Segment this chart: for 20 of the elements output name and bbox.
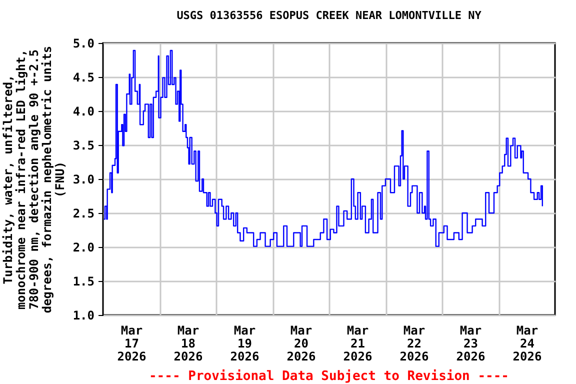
- x-tick-label: Mar 18 2026: [174, 324, 203, 364]
- x-tick-label: Mar 24 2026: [512, 324, 542, 364]
- chart-title: USGS 01363556 ESOPUS CREEK NEAR LOMONTVILLE NY: [176, 9, 482, 22]
- y-tick-label: 5.0: [72, 36, 94, 50]
- x-tick-label: Mar 21 2026: [343, 324, 372, 364]
- x-tick-label: Mar 17 2026: [117, 324, 146, 364]
- y-tick-label: 3.0: [72, 172, 94, 186]
- text: ---- Provisional Data Subject to Revision ----: [148, 369, 510, 384]
- y-axis-title: Turbidity, water, unfiltered, monochrome near infra-red LED light, 780-900 nm, detection angle 90 +-2.5 degrees, formazin nephelometric units (FNU): [0, 46, 67, 314]
- y-tick-label: 2.0: [72, 240, 94, 254]
- x-tick-label: Mar 22 2026: [400, 324, 429, 364]
- y-tick-label: 4.5: [72, 70, 94, 84]
- y-tick-label: 3.5: [72, 138, 94, 152]
- y-tick-label: 1.0: [72, 308, 94, 322]
- y-tick-label: 1.5: [72, 274, 94, 288]
- x-tick-label: Mar 20 2026: [286, 324, 316, 364]
- x-tick-label: Mar 19 2026: [230, 324, 260, 364]
- y-tick-label: 2.5: [72, 206, 94, 220]
- y-tick-label: 4.0: [72, 104, 94, 118]
- x-tick-label: Mar 23 2026: [456, 324, 486, 364]
